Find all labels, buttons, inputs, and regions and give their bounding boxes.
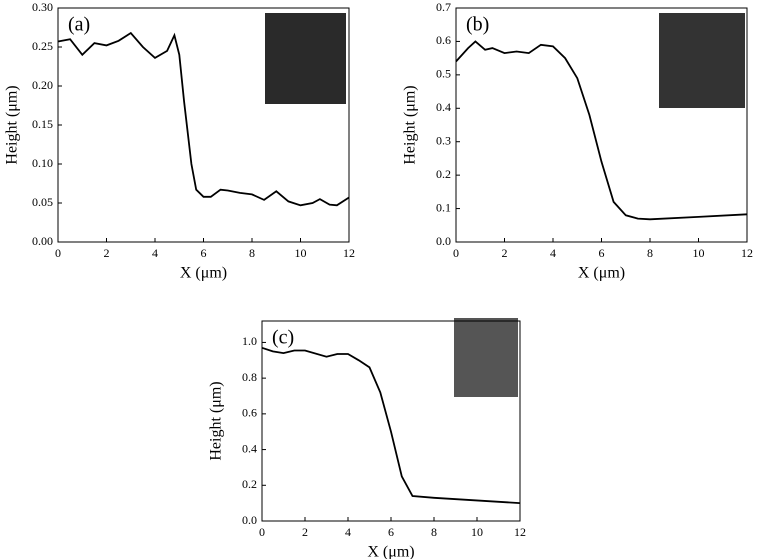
- y-tick-label: 0.5: [436, 67, 451, 81]
- x-tick-label: 2: [104, 246, 110, 260]
- x-axis-label: X (μm): [180, 265, 227, 282]
- y-axis-label: Height (μm): [4, 85, 21, 164]
- data-line: [57, 31, 350, 207]
- y-tick-label: 0.1: [436, 200, 451, 214]
- inset-image: [659, 13, 745, 108]
- x-axis-label: X (μm): [367, 544, 414, 559]
- y-axis-label: Height (μm): [208, 381, 225, 460]
- x-tick-label: 12: [343, 246, 355, 260]
- inset-image: [454, 318, 518, 397]
- y-tick-label: 0.7: [436, 0, 451, 14]
- x-tick-label: 10: [295, 246, 307, 260]
- y-tick-label: 0.6: [242, 406, 257, 420]
- data-line: [261, 346, 521, 504]
- x-tick-label: 2: [302, 525, 308, 539]
- x-tick-label: 12: [741, 246, 753, 260]
- y-tick-label: 0.15: [32, 117, 53, 131]
- inset-image: [265, 13, 346, 104]
- x-tick-label: 0: [453, 246, 459, 260]
- y-tick-label: 0.3: [436, 133, 451, 147]
- y-tick-label: 0.05: [32, 195, 53, 209]
- x-tick-label: 10: [693, 246, 705, 260]
- y-axis-label: Height (μm): [402, 85, 419, 164]
- x-tick-label: 0: [259, 525, 265, 539]
- y-tick-label: 0.6: [436, 33, 451, 47]
- y-tick-label: 0.2: [436, 167, 451, 181]
- x-tick-label: 4: [152, 246, 158, 260]
- y-tick-label: 0.10: [32, 156, 53, 170]
- panel-label: (b): [466, 14, 489, 36]
- x-tick-label: 6: [388, 525, 394, 539]
- y-tick-label: 0.00: [32, 234, 53, 248]
- y-tick-label: 0.20: [32, 78, 53, 92]
- x-tick-label: 8: [249, 246, 255, 260]
- x-tick-label: 0: [55, 246, 61, 260]
- x-tick-label: 2: [502, 246, 508, 260]
- y-tick-label: 0.8: [242, 370, 257, 384]
- data-line: [455, 40, 748, 221]
- x-tick-label: 6: [201, 246, 207, 260]
- panel-label: (c): [272, 327, 294, 349]
- x-tick-label: 6: [599, 246, 605, 260]
- y-tick-label: 0.4: [242, 441, 257, 455]
- x-tick-label: 8: [647, 246, 653, 260]
- panel-label: (a): [68, 14, 90, 36]
- y-tick-label: 0.4: [436, 100, 451, 114]
- x-tick-label: 4: [550, 246, 556, 260]
- y-tick-label: 0.0: [242, 513, 257, 527]
- x-tick-label: 8: [431, 525, 437, 539]
- x-tick-label: 12: [514, 525, 526, 539]
- y-tick-label: 0.2: [242, 477, 257, 491]
- y-tick-label: 0.30: [32, 0, 53, 14]
- x-tick-label: 10: [471, 525, 483, 539]
- x-axis-label: X (μm): [578, 265, 625, 282]
- x-tick-label: 4: [345, 525, 351, 539]
- y-tick-label: 0.0: [436, 234, 451, 248]
- y-tick-label: 1.0: [242, 334, 257, 348]
- y-tick-label: 0.25: [32, 39, 53, 53]
